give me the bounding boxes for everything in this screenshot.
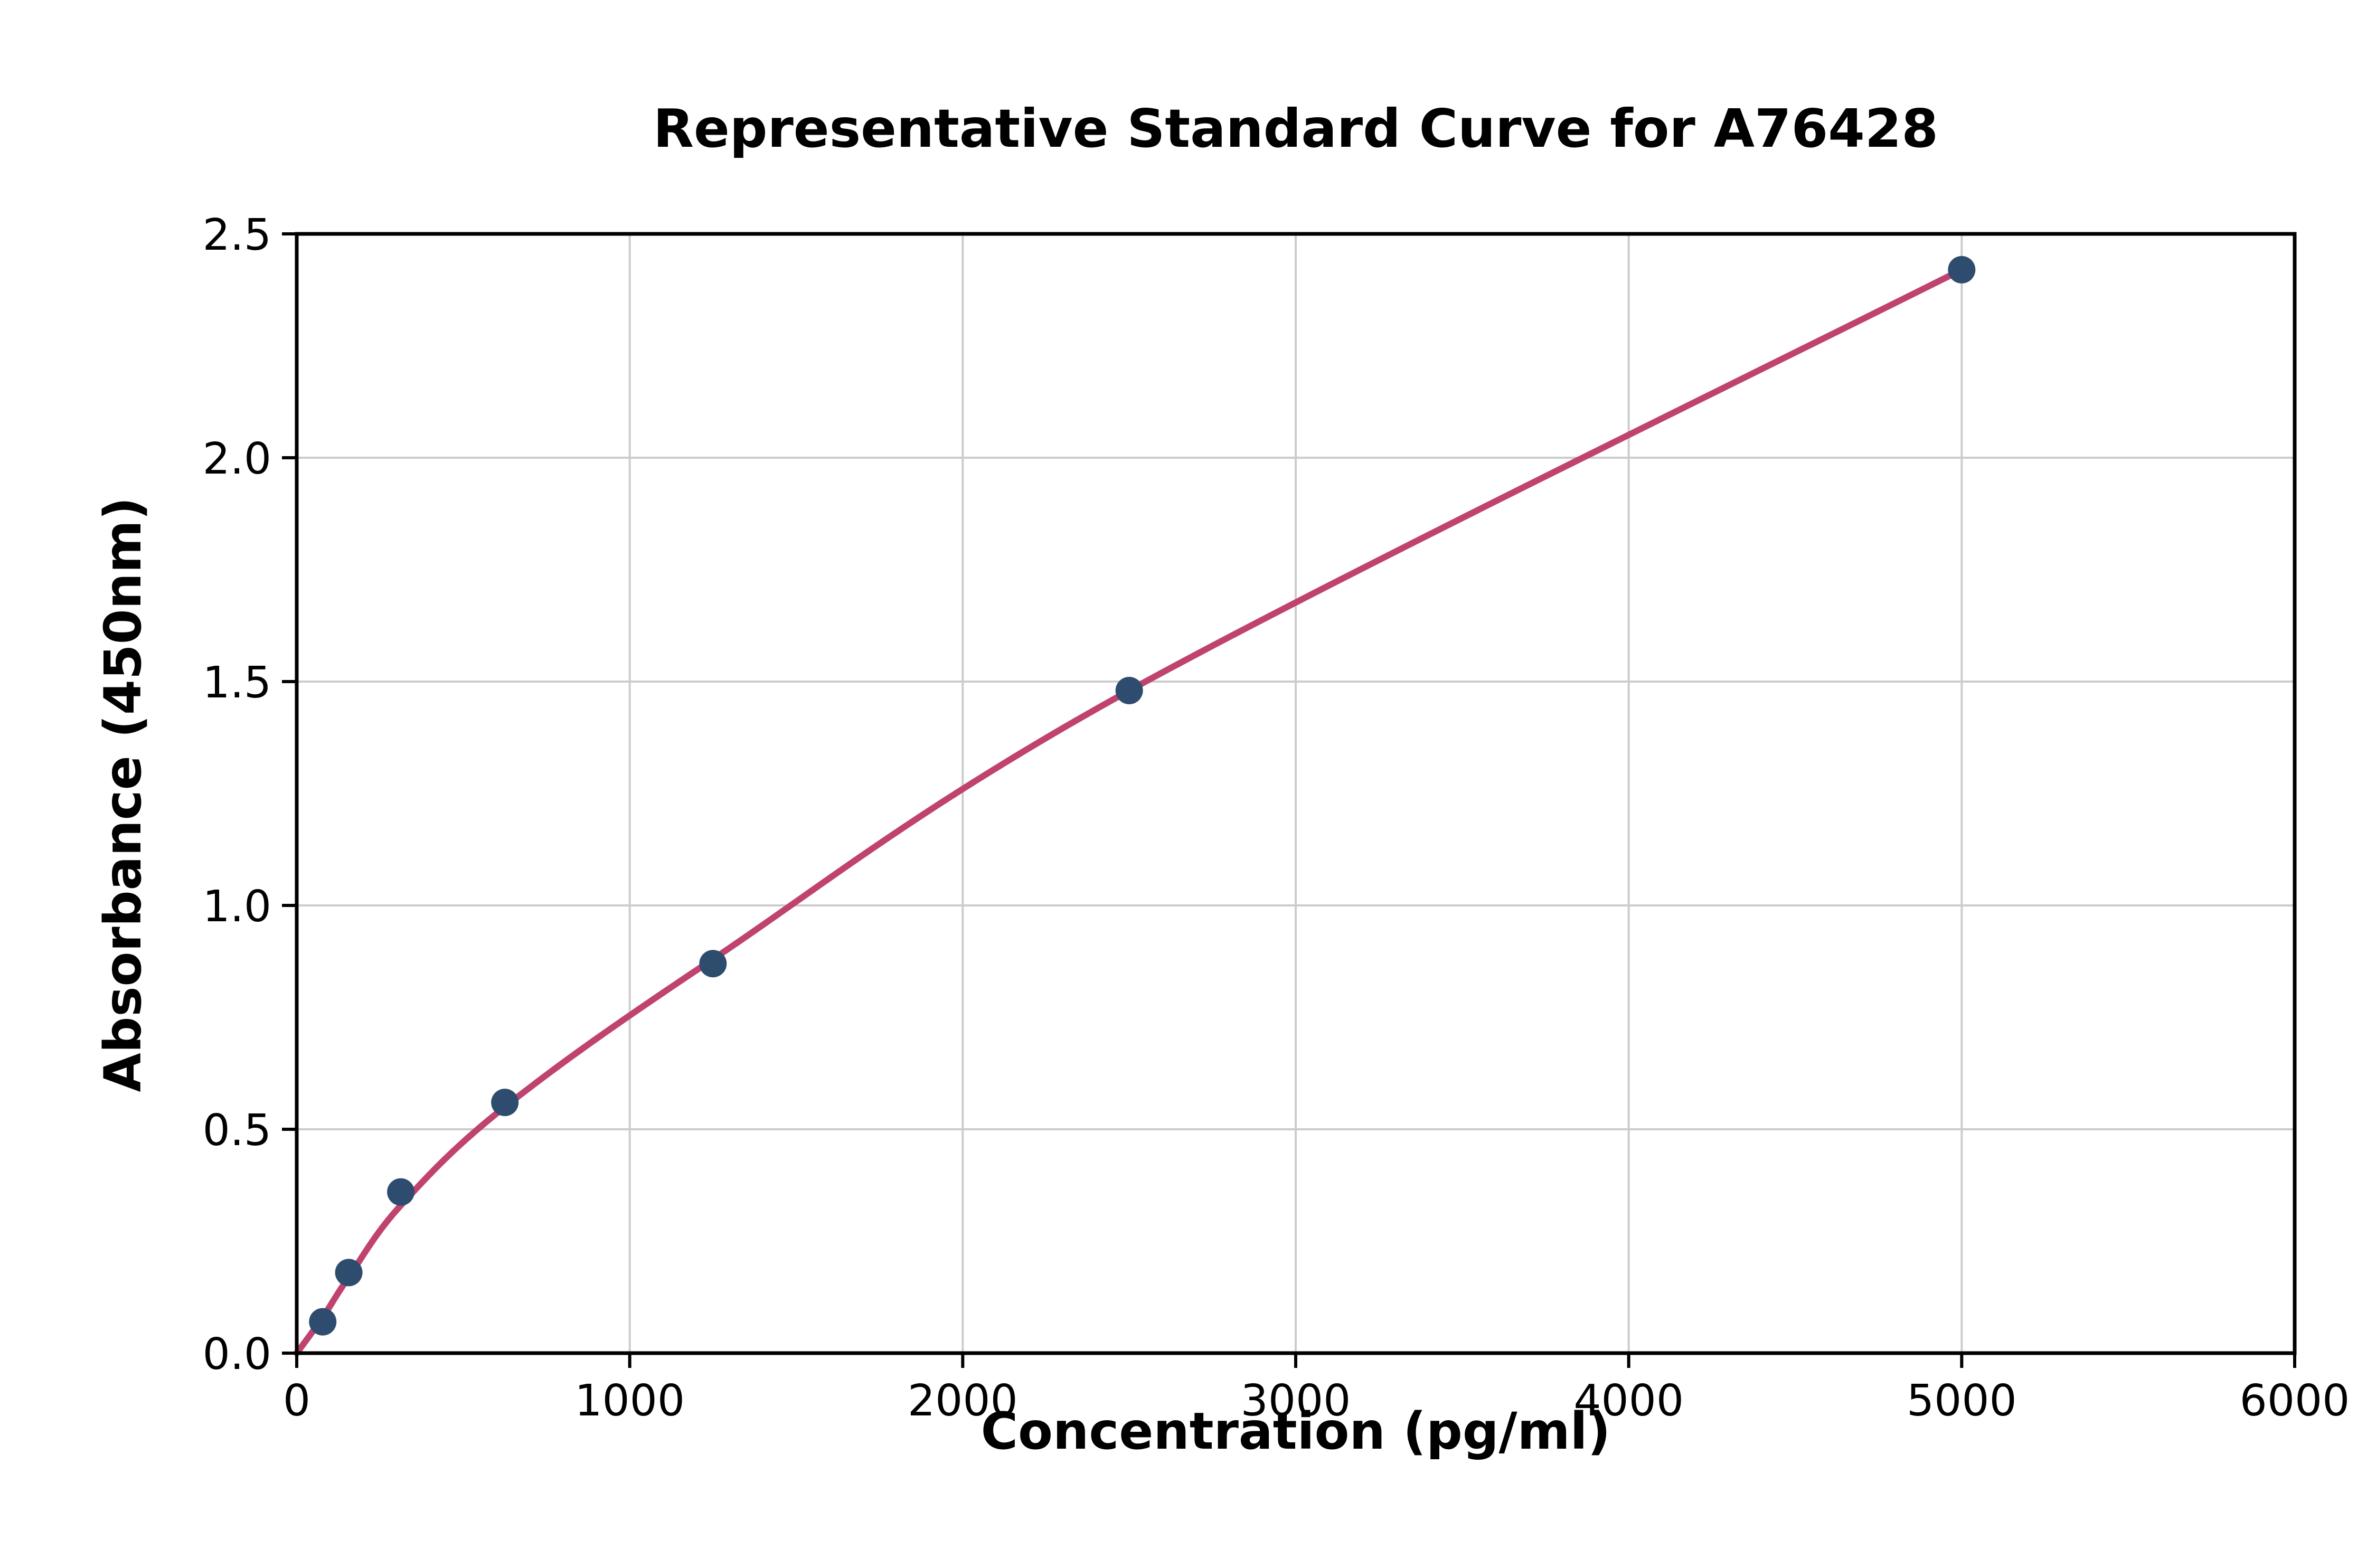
x-tick-label: 6000	[2240, 1376, 2350, 1426]
y-tick-label: 1.0	[203, 882, 271, 932]
data-point	[387, 1178, 415, 1206]
y-tick-label: 1.5	[203, 658, 271, 708]
data-point	[491, 1089, 519, 1117]
data-point	[309, 1308, 337, 1336]
x-tick-label: 3000	[1241, 1376, 1351, 1426]
x-axis-label: Concentration (pg/ml)	[980, 1402, 1611, 1461]
x-tick-label: 4000	[1573, 1376, 1684, 1426]
y-tick-label: 0.0	[203, 1329, 271, 1380]
y-axis-label: Absorbance (450nm)	[93, 497, 153, 1092]
y-tick-label: 2.0	[203, 434, 271, 484]
x-tick-label: 1000	[574, 1376, 685, 1426]
x-tick-label: 0	[283, 1376, 310, 1426]
y-tick-label: 2.5	[203, 210, 271, 260]
x-tick-label: 2000	[908, 1376, 1018, 1426]
chart-title: Representative Standard Curve for A76428	[653, 98, 1938, 159]
x-tick-label: 5000	[1907, 1376, 2017, 1426]
y-tick-label: 0.5	[203, 1106, 271, 1156]
data-point	[1115, 676, 1143, 704]
data-point	[699, 950, 727, 978]
data-point	[1948, 256, 1976, 284]
data-point	[335, 1259, 363, 1287]
fitted-curve	[294, 266, 1965, 1356]
